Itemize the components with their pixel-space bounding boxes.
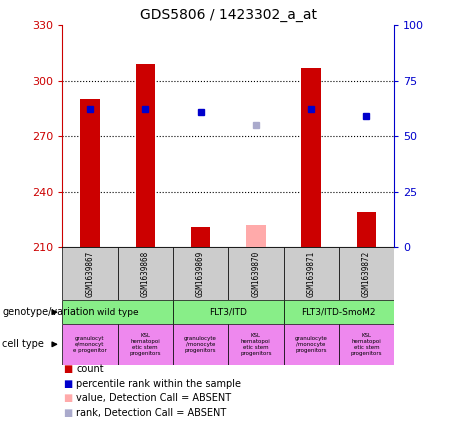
Title: GDS5806 / 1423302_a_at: GDS5806 / 1423302_a_at bbox=[140, 8, 317, 22]
Text: GSM1639868: GSM1639868 bbox=[141, 251, 150, 297]
Bar bbox=[284, 324, 339, 365]
Bar bbox=[62, 247, 118, 300]
Bar bbox=[339, 324, 394, 365]
Bar bbox=[80, 99, 100, 247]
Bar bbox=[136, 64, 155, 247]
Bar bbox=[173, 247, 228, 300]
Text: FLT3/ITD-SmoM2: FLT3/ITD-SmoM2 bbox=[301, 308, 376, 317]
Text: granulocyte
/monocyte
progenitors: granulocyte /monocyte progenitors bbox=[184, 336, 217, 353]
Text: GSM1639872: GSM1639872 bbox=[362, 251, 371, 297]
Bar bbox=[284, 300, 394, 324]
Bar bbox=[246, 225, 266, 247]
Bar bbox=[118, 247, 173, 300]
Bar bbox=[228, 247, 284, 300]
Text: GSM1639870: GSM1639870 bbox=[251, 251, 260, 297]
Text: GSM1639871: GSM1639871 bbox=[307, 251, 316, 297]
Text: ■: ■ bbox=[64, 364, 73, 374]
Bar bbox=[62, 300, 173, 324]
Text: FLT3/ITD: FLT3/ITD bbox=[209, 308, 247, 317]
Text: granulocyt
e/monocyt
e progenitor: granulocyt e/monocyt e progenitor bbox=[73, 336, 107, 353]
Bar bbox=[173, 300, 284, 324]
Text: wild type: wild type bbox=[97, 308, 138, 317]
Text: genotype/variation: genotype/variation bbox=[2, 307, 95, 317]
Bar bbox=[301, 68, 321, 247]
Text: count: count bbox=[76, 364, 104, 374]
Bar bbox=[228, 324, 284, 365]
Bar bbox=[284, 247, 339, 300]
Text: ■: ■ bbox=[64, 379, 73, 389]
Bar bbox=[357, 212, 376, 247]
Text: percentile rank within the sample: percentile rank within the sample bbox=[76, 379, 241, 389]
Text: rank, Detection Call = ABSENT: rank, Detection Call = ABSENT bbox=[76, 408, 226, 418]
Text: GSM1639869: GSM1639869 bbox=[196, 251, 205, 297]
Bar bbox=[62, 324, 118, 365]
Bar bbox=[191, 227, 210, 247]
Text: GSM1639867: GSM1639867 bbox=[85, 251, 95, 297]
Bar bbox=[118, 324, 173, 365]
Text: KSL
hematopoi
etic stem
progenitors: KSL hematopoi etic stem progenitors bbox=[351, 333, 382, 356]
Text: cell type: cell type bbox=[2, 339, 44, 349]
Text: ■: ■ bbox=[64, 393, 73, 404]
Text: ■: ■ bbox=[64, 408, 73, 418]
Text: granulocyte
/monocyte
progenitors: granulocyte /monocyte progenitors bbox=[295, 336, 328, 353]
Bar bbox=[173, 324, 228, 365]
Text: value, Detection Call = ABSENT: value, Detection Call = ABSENT bbox=[76, 393, 231, 404]
Text: KSL
hematopoi
etic stem
progenitors: KSL hematopoi etic stem progenitors bbox=[240, 333, 272, 356]
Bar bbox=[339, 247, 394, 300]
Text: KSL
hematopoi
etic stem
progenitors: KSL hematopoi etic stem progenitors bbox=[130, 333, 161, 356]
